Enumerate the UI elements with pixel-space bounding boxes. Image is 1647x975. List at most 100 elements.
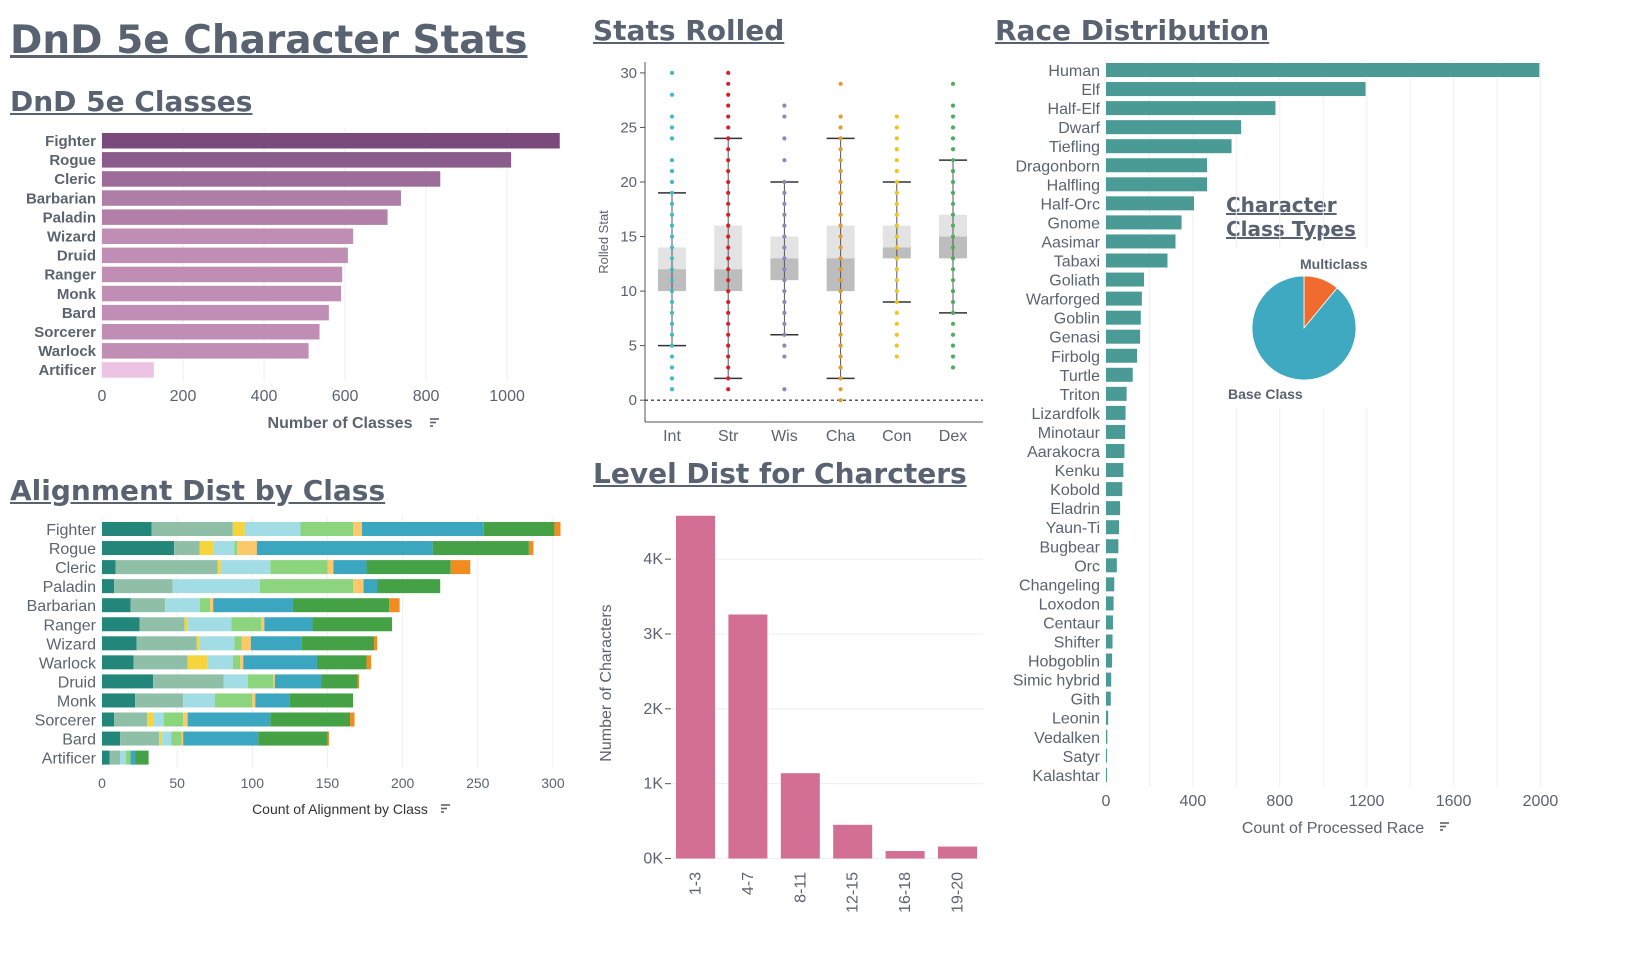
race-bar (1106, 558, 1117, 573)
alignment-bar-segment (432, 541, 529, 556)
alignment-bar-segment (353, 522, 363, 536)
race-category-label: Simic hybrid (1013, 673, 1100, 690)
stats-point (950, 212, 956, 217)
alignment-bar-segment (109, 750, 121, 765)
alignment-bar-segment (184, 617, 188, 632)
alignment-bar-segment (333, 560, 367, 575)
stats-point (726, 310, 731, 316)
stats-point (894, 343, 899, 348)
classes-category-label: Rogue (49, 152, 96, 169)
alignment-bar-segment (199, 541, 214, 556)
race-category-label: Half-Orc (1040, 196, 1100, 213)
alignment-bar-segment (183, 712, 188, 727)
classes-category-label: Cleric (54, 171, 96, 188)
stats-box-cha (826, 81, 855, 403)
pie-label: Multiclass (1300, 256, 1368, 272)
alignment-category-label: Paladin (43, 579, 96, 596)
stats-point (894, 332, 899, 337)
alignment-bar-segment (363, 579, 378, 594)
classes-bar (102, 247, 348, 264)
race-bar (1106, 444, 1125, 458)
race-category-label: Goblin (1054, 311, 1100, 328)
race-category-label: Triton (1060, 387, 1100, 404)
levels-category-label: 8-11 (792, 872, 809, 903)
classes-category-label: Ranger (44, 267, 96, 284)
alignment-bar-segment (241, 636, 251, 651)
race-bar (1106, 729, 1108, 744)
stats-box-dex (939, 81, 967, 370)
race-category-label: Bugbear (1040, 539, 1101, 556)
alignment-bar-segment (181, 731, 184, 746)
stats-point (950, 245, 956, 250)
stats-point (894, 234, 899, 239)
stats-point (838, 288, 843, 294)
stats-point (950, 234, 956, 239)
stats-point (894, 190, 899, 196)
stats-point (669, 190, 675, 196)
classes-bar (102, 228, 354, 244)
classes-chart-title: DnD 5e Classes (10, 85, 253, 118)
levels-bar (728, 614, 768, 859)
stats-point (669, 299, 675, 305)
stats-point (726, 190, 731, 196)
alignment-bar-segment (217, 560, 221, 575)
stats-point (894, 245, 899, 250)
alignment-bar-segment (120, 750, 127, 765)
alignment-bar-segment (102, 750, 110, 765)
alignment-bar-segment (172, 579, 260, 594)
stats-point (782, 179, 787, 185)
stats-point (669, 179, 675, 185)
classes-bar (102, 362, 154, 378)
stats-box-con (882, 114, 911, 359)
classes-bar (102, 190, 401, 206)
race-category-label: Vedalken (1034, 730, 1100, 747)
stats-point (894, 168, 899, 174)
stats-point (950, 81, 956, 86)
stats-point (950, 288, 956, 294)
classes-bar (102, 266, 343, 283)
stats-point (669, 387, 675, 392)
alignment-bar-segment (223, 674, 248, 689)
race-category-label: Dragonborn (1016, 158, 1101, 175)
stats-point (894, 158, 899, 163)
alignment-bar-segment (165, 598, 200, 613)
alignment-bar-segment (274, 674, 322, 689)
stats-point (782, 136, 787, 141)
race-category-label: Lizardfolk (1032, 406, 1101, 423)
alignment-bar-segment (273, 674, 275, 689)
alignment-bar-segment (366, 655, 372, 670)
stats-point (726, 376, 731, 381)
race-category-label: Human (1048, 63, 1100, 80)
stats-point (950, 190, 956, 196)
stats-point (838, 398, 843, 403)
stats-point (726, 136, 731, 141)
stats-point (950, 223, 956, 228)
classes-category-label: Barbarian (26, 190, 96, 207)
race-category-label: Elf (1081, 82, 1100, 99)
alignment-bar-segment (259, 579, 354, 594)
alignment-bar-segment (187, 655, 208, 670)
stats-point (838, 190, 843, 196)
stats-point (726, 256, 731, 261)
race-category-label: Changeling (1019, 577, 1100, 594)
stats-point (726, 147, 731, 152)
classes-tick-label: 400 (251, 388, 278, 405)
stats-point (782, 158, 787, 163)
alignment-bar-segment (102, 541, 175, 556)
alignment-bar-segment (256, 541, 433, 556)
alignment-bar-segment (316, 655, 367, 670)
stats-point (950, 365, 956, 370)
stats-point (669, 376, 675, 381)
classes-bar (102, 209, 388, 225)
alignment-tick-label: 300 (541, 775, 565, 791)
race-tick-label: 0 (1102, 793, 1111, 810)
classes-tick-label: 1000 (489, 388, 525, 405)
stats-point (782, 114, 787, 119)
race-category-label: Kalashtar (1032, 768, 1100, 785)
race-category-label: Aarakocra (1027, 444, 1100, 461)
alignment-category-label: Rogue (49, 541, 96, 558)
stats-box-wis (770, 103, 799, 392)
race-category-label: Loxodon (1039, 596, 1100, 613)
stats-point (838, 114, 843, 119)
pie-chart-title-line1: Character (1226, 193, 1337, 217)
